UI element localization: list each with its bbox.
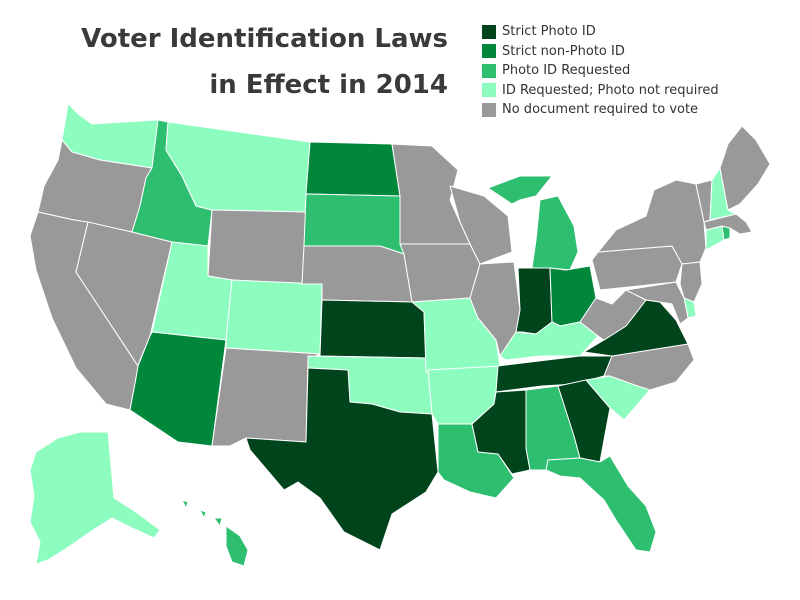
legend-label: No document required to vote — [502, 102, 699, 118]
legend-label: Strict Photo ID — [502, 24, 596, 40]
legend-label: ID Requested; Photo not required — [502, 82, 719, 98]
state-NM[interactable] — [211, 347, 321, 447]
state-HI[interactable] — [181, 499, 249, 567]
legend-item-strict-photo: Strict Photo ID — [482, 22, 719, 42]
legend-swatch — [482, 83, 496, 98]
legend-swatch — [482, 44, 496, 59]
state-WY[interactable] — [207, 209, 307, 285]
map-title-line1: Voter Identification Laws — [81, 24, 448, 54]
legend: Strict Photo ID Strict non-Photo ID Photo … — [482, 22, 719, 120]
state-SD[interactable] — [303, 193, 405, 255]
legend-swatch — [482, 24, 496, 39]
legend-swatch — [482, 63, 496, 78]
state-NH[interactable] — [709, 167, 737, 221]
state-ND[interactable] — [305, 141, 401, 197]
state-ME[interactable] — [719, 125, 771, 211]
legend-item-id-requested: ID Requested; Photo not required — [482, 81, 719, 101]
state-AK[interactable] — [29, 431, 161, 565]
legend-swatch — [482, 102, 496, 117]
state-TX[interactable] — [245, 367, 439, 551]
legend-item-no-doc: No document required to vote — [482, 100, 719, 120]
state-KS[interactable] — [319, 299, 427, 359]
legend-item-strict-nonphoto: Strict non-Photo ID — [482, 42, 719, 62]
state-CO[interactable] — [225, 279, 323, 355]
legend-label: Photo ID Requested — [502, 63, 631, 79]
state-WI[interactable] — [449, 185, 513, 265]
legend-label: Strict non-Photo ID — [502, 43, 625, 59]
state-FL[interactable] — [545, 455, 657, 553]
state-IN[interactable] — [515, 267, 553, 335]
map-title: Voter Identification Laws in Effect in 2… — [60, 16, 448, 108]
state-IA[interactable] — [399, 243, 481, 303]
map-title-line2: in Effect in 2014 — [209, 70, 448, 100]
state-MD[interactable] — [625, 281, 689, 325]
state-AZ[interactable] — [129, 331, 227, 447]
legend-item-photo-requested: Photo ID Requested — [482, 61, 719, 81]
